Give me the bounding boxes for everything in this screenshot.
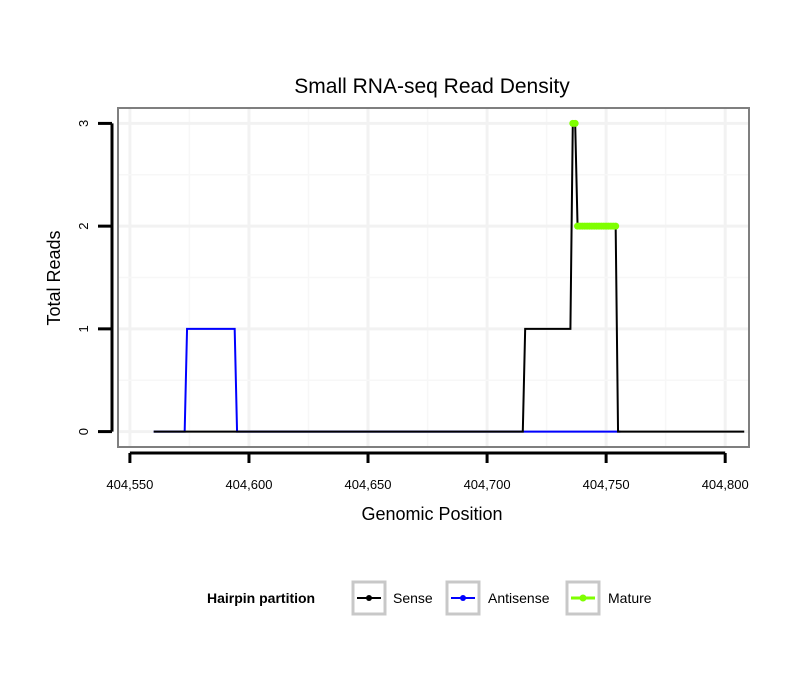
x-tick-label: 404,800 xyxy=(702,477,749,492)
grid-lines xyxy=(118,108,749,447)
legend-key-point-mature xyxy=(579,594,587,602)
panel-border xyxy=(117,107,750,448)
x-axis: 404,550 404,600 404,650 404,700 404,750 404,8… xyxy=(106,451,749,492)
legend-label-sense: Sense xyxy=(393,590,433,606)
legend-label-antisense: Antisense xyxy=(488,590,550,606)
y-tick-label: 3 xyxy=(76,120,91,127)
series-lines xyxy=(153,119,745,433)
data-point-mature xyxy=(612,222,620,230)
y-tick-label: 1 xyxy=(76,325,91,332)
legend-label-mature: Mature xyxy=(608,590,652,606)
legend-key-point-sense xyxy=(366,595,372,601)
y-tick-label: 2 xyxy=(76,223,91,230)
x-tick-label: 404,650 xyxy=(345,477,392,492)
data-point-mature xyxy=(571,119,579,127)
legend: Hairpin partition Sense Antisense Mature xyxy=(207,580,652,616)
y-axis-title: Total Reads xyxy=(44,230,64,325)
x-tick-label: 404,750 xyxy=(583,477,630,492)
x-tick-label: 404,550 xyxy=(106,477,153,492)
x-axis-title: Genomic Position xyxy=(361,504,502,524)
x-tick-label: 404,700 xyxy=(464,477,511,492)
y-axis: 0 1 2 3 xyxy=(76,120,114,435)
legend-key-point-antisense xyxy=(460,595,466,601)
legend-title: Hairpin partition xyxy=(207,590,315,606)
x-tick-label: 404,600 xyxy=(225,477,272,492)
y-tick-label: 0 xyxy=(76,428,91,435)
chart-title: Small RNA-seq Read Density xyxy=(294,75,570,98)
